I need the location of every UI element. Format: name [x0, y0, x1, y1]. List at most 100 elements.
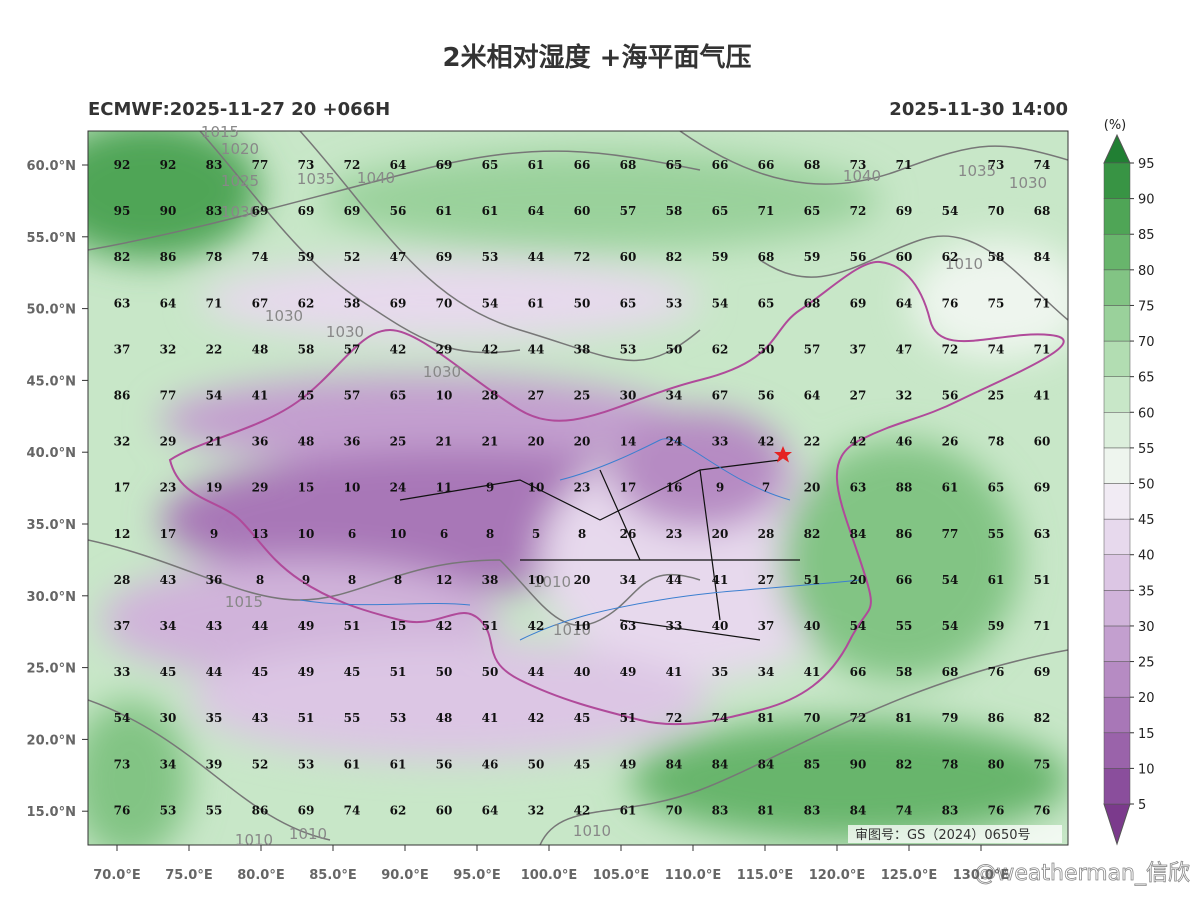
- rh-value: 69: [298, 803, 315, 817]
- rh-value: 70: [804, 711, 821, 725]
- rh-value: 54: [114, 711, 131, 725]
- rh-value: 76: [942, 296, 959, 310]
- rh-value: 72: [850, 204, 867, 218]
- colorbar-tick-label: 35: [1138, 584, 1155, 599]
- rh-value: 16: [666, 481, 683, 495]
- rh-value: 50: [758, 342, 775, 356]
- rh-value: 82: [804, 527, 821, 541]
- rh-value: 20: [804, 481, 821, 495]
- beijing-marker: [774, 446, 792, 463]
- rh-value: 81: [758, 711, 775, 725]
- lon-tick-label: 130.0°E: [953, 868, 1010, 883]
- colorbar-bin: [1103, 696, 1131, 734]
- title: 2米相对湿度 +海平面气压: [443, 42, 752, 73]
- rh-value: 42: [528, 711, 545, 725]
- rh-value: 61: [436, 204, 453, 218]
- rh-value: 61: [390, 757, 407, 771]
- rh-value: 48: [436, 711, 453, 725]
- rh-value: 56: [390, 204, 407, 218]
- rh-value: 13: [252, 527, 269, 541]
- rh-value: 71: [896, 158, 913, 172]
- colorbar-bin: [1103, 162, 1131, 199]
- colorbar-under: [1103, 803, 1131, 846]
- rh-value: 6: [348, 527, 356, 541]
- rh-value: 51: [804, 573, 821, 587]
- rh-value: 54: [942, 619, 959, 633]
- rh-value: 78: [988, 435, 1005, 449]
- rh-value: 10: [436, 389, 453, 403]
- rh-value: 23: [160, 481, 177, 495]
- rh-value: 12: [114, 527, 131, 541]
- lat-tick-label: 60.0°N: [27, 159, 76, 174]
- rh-value: 69: [390, 296, 407, 310]
- rh-value: 95: [114, 204, 131, 218]
- rh-value: 44: [666, 573, 683, 587]
- rh-value: 45: [160, 665, 177, 679]
- rh-value: 65: [390, 389, 407, 403]
- rh-value: 71: [758, 204, 775, 218]
- rh-value: 78: [942, 757, 959, 771]
- approval-number: 审图号：GS（2024）0650号: [855, 828, 1031, 843]
- rh-value: 62: [298, 296, 315, 310]
- lat-tick-label: 35.0°N: [27, 518, 76, 533]
- rh-value: 83: [712, 803, 729, 817]
- rh-value: 25: [390, 435, 407, 449]
- lat-tick-label: 15.0°N: [27, 805, 76, 820]
- rh-value: 65: [666, 158, 683, 172]
- rh-value: 8: [394, 573, 402, 587]
- rh-value: 82: [1034, 711, 1051, 725]
- rh-value: 82: [666, 250, 683, 264]
- rh-value: 77: [160, 389, 177, 403]
- rh-value: 86: [114, 389, 131, 403]
- rh-value: 11: [436, 481, 453, 495]
- rh-value: 41: [252, 389, 269, 403]
- lon-tick-label: 80.0°E: [237, 868, 284, 883]
- rh-value: 45: [574, 711, 591, 725]
- rh-value: 76: [988, 803, 1005, 817]
- rh-value: 90: [160, 204, 177, 218]
- rh-value: 5: [532, 527, 540, 541]
- rh-value: 50: [528, 757, 545, 771]
- rh-value: 64: [804, 389, 821, 403]
- rh-value: 49: [620, 665, 637, 679]
- rh-value: 32: [160, 342, 177, 356]
- rh-value: 75: [1034, 757, 1051, 771]
- rh-value: 53: [482, 250, 499, 264]
- rh-value: 60: [436, 803, 453, 817]
- rh-value: 60: [896, 250, 913, 264]
- rh-value: 17: [114, 481, 131, 495]
- colorbar-tick-label: 80: [1138, 264, 1155, 279]
- rh-value: 77: [942, 527, 959, 541]
- rh-value: 43: [206, 619, 223, 633]
- rh-value: 62: [712, 342, 729, 356]
- lon-tick-label: 70.0°E: [93, 868, 140, 883]
- rh-value: 28: [758, 527, 775, 541]
- rh-value: 34: [160, 619, 177, 633]
- rh-value: 40: [804, 619, 821, 633]
- rh-value: 66: [896, 573, 913, 587]
- rh-value: 69: [1034, 481, 1051, 495]
- rh-value: 42: [850, 435, 867, 449]
- rh-value: 88: [896, 481, 913, 495]
- isobar-label: 1030: [423, 363, 461, 381]
- rh-value: 73: [298, 158, 315, 172]
- rh-value: 54: [942, 573, 959, 587]
- colorbar-tick-label: 55: [1138, 442, 1155, 457]
- rh-value: 69: [436, 250, 453, 264]
- isobar-label: 1010: [573, 822, 611, 840]
- isobar-label: 1035: [958, 162, 996, 180]
- rh-value: 68: [1034, 204, 1051, 218]
- rh-value: 10: [344, 481, 361, 495]
- rh-value: 54: [712, 296, 729, 310]
- rh-value: 44: [206, 665, 223, 679]
- rh-value: 71: [1034, 619, 1051, 633]
- rh-value: 8: [256, 573, 264, 587]
- rh-value: 17: [620, 481, 637, 495]
- rh-value: 55: [988, 527, 1005, 541]
- rh-value: 52: [344, 250, 361, 264]
- rh-value: 65: [758, 296, 775, 310]
- colorbar-bin: [1103, 732, 1131, 769]
- rh-value: 39: [206, 757, 223, 771]
- rh-value: 67: [252, 296, 269, 310]
- colorbar-tick-label: 20: [1138, 691, 1155, 706]
